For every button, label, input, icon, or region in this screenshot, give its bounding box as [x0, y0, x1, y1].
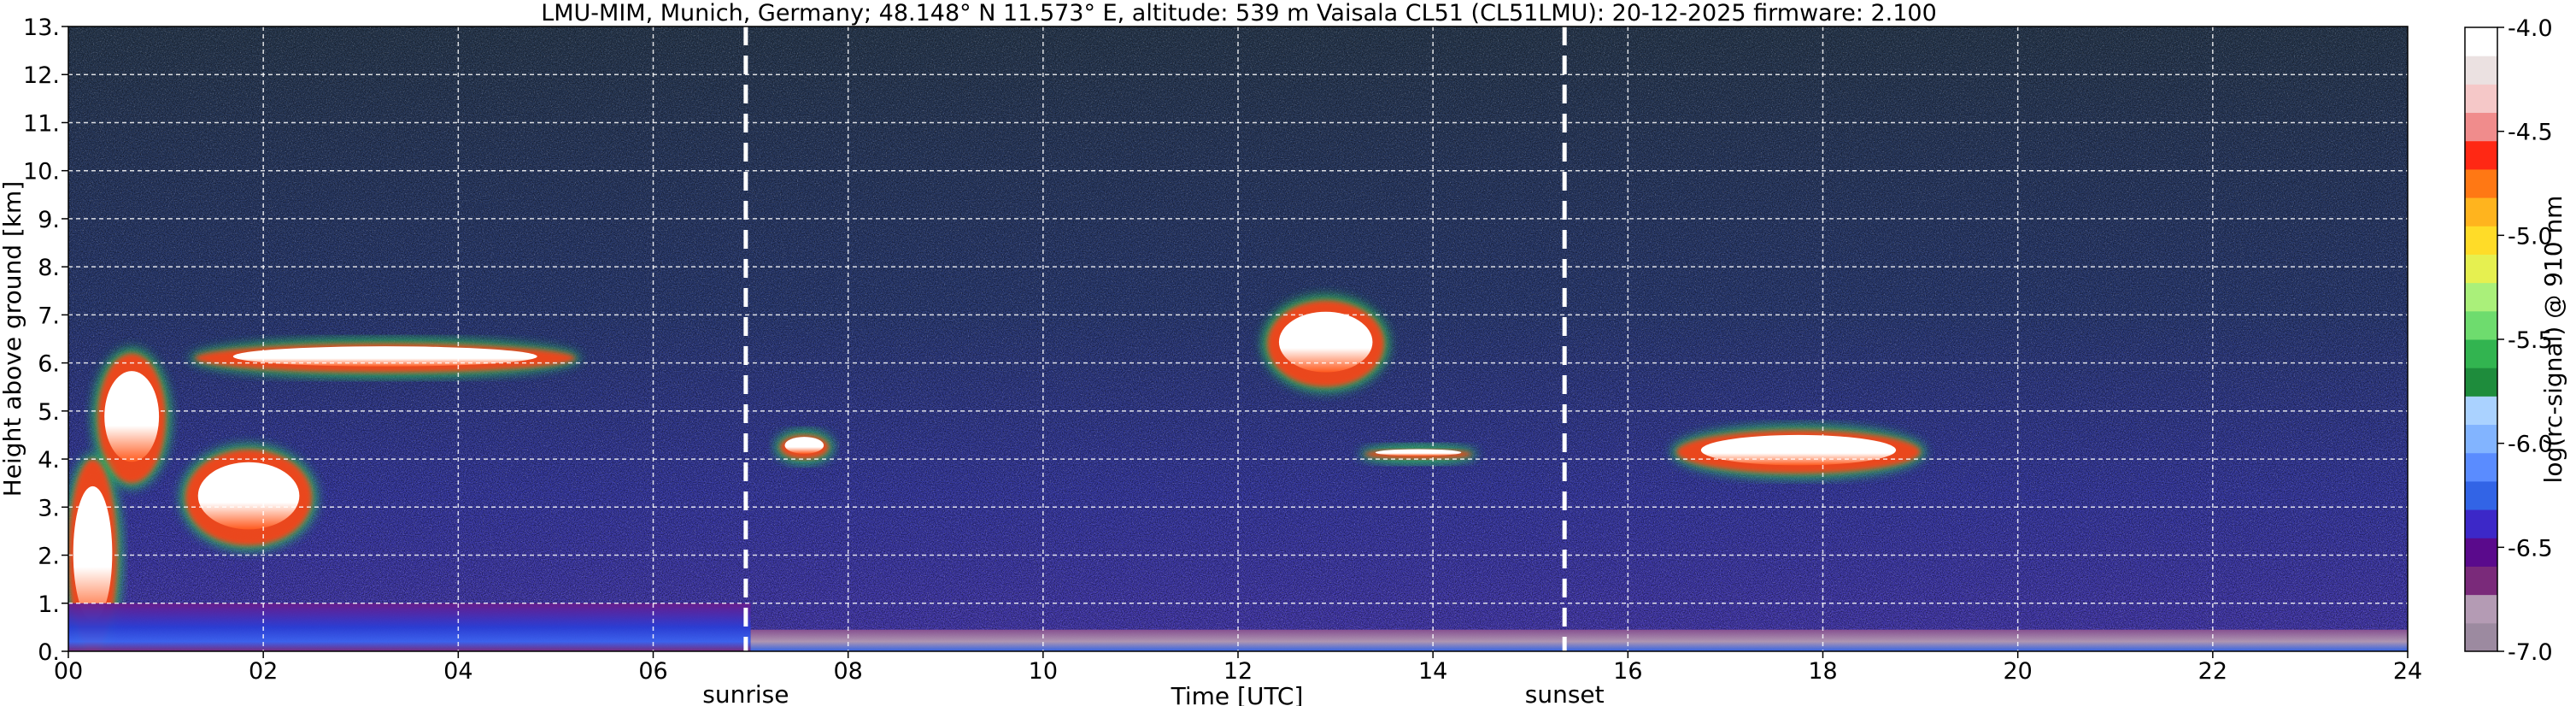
cloud-core-0 — [232, 346, 537, 367]
x-tick-label-4: 08 — [833, 658, 862, 685]
x-tick-label-6: 12 — [1223, 658, 1253, 685]
colorbar-segment-19 — [2465, 84, 2497, 114]
sunset-label: sunset — [1525, 680, 1605, 706]
colorbar-segment-20 — [2465, 56, 2497, 85]
y-tick-label-0: 0. — [38, 639, 60, 666]
colorbar-segment-4 — [2465, 509, 2497, 538]
y-tick-label-6: 6. — [38, 351, 60, 378]
y-tick-label-5: 5. — [38, 399, 60, 426]
x-tick-label-1: 02 — [249, 658, 278, 685]
y-tick-label-1: 1. — [38, 591, 60, 618]
colorbar-tick-label-6: -4.0 — [2508, 15, 2553, 42]
colorbar-tick-label-5: -4.5 — [2508, 120, 2553, 146]
x-tick-label-11: 22 — [2198, 658, 2227, 685]
colorbar-segment-13 — [2465, 254, 2497, 284]
x-tick-label-8: 16 — [1613, 658, 1642, 685]
y-tick-label-10: 10. — [23, 159, 60, 185]
colorbar-tick-label-3: -5.5 — [2508, 327, 2553, 354]
colorbar-tick-label-2: -6.0 — [2508, 432, 2553, 458]
chart-title: LMU-MIM, Munich, Germany; 48.148° N 11.5… — [541, 0, 1937, 26]
y-tick-label-13: 13. — [23, 15, 60, 41]
boundary-layer-9 — [750, 629, 2408, 651]
colorbar-segment-17 — [2465, 140, 2497, 170]
colorbar-segment-12 — [2465, 282, 2497, 312]
y-tick-label-2: 2. — [38, 544, 60, 570]
colorbar-segment-21 — [2465, 27, 2497, 56]
colorbar-segment-0 — [2465, 622, 2497, 652]
colorbar-segment-15 — [2465, 197, 2497, 227]
y-tick-label-11: 11. — [23, 110, 60, 137]
cloud-core-2 — [197, 462, 300, 530]
y-tick-label-3: 3. — [38, 495, 60, 521]
cloud-core-6 — [1375, 449, 1462, 456]
y-tick-label-12: 12. — [23, 62, 60, 89]
cloud-core-4 — [784, 437, 824, 454]
y-tick-label-9: 9. — [38, 207, 60, 233]
colorbar-segment-1 — [2465, 594, 2497, 624]
colorbar-segment-11 — [2465, 310, 2497, 340]
y-tick-label-8: 8. — [38, 255, 60, 281]
x-tick-label-12: 24 — [2393, 658, 2422, 685]
cloud-core-1 — [104, 371, 160, 462]
x-tick-label-2: 04 — [443, 658, 472, 685]
x-tick-label-10: 20 — [2003, 658, 2032, 685]
colorbar-segment-2 — [2465, 566, 2497, 596]
colorbar-segment-18 — [2465, 112, 2497, 142]
colorbar: -7.0 -6.5 -6.0 -5.5 -5.0 -4.5 -4.0 — [2464, 15, 2553, 666]
boundary-layer-8 — [68, 603, 751, 651]
x-tick-label-0: 00 — [54, 658, 83, 685]
cloud-core-7 — [1700, 434, 1897, 466]
plot-area — [68, 26, 2408, 651]
colorbar-segment-7 — [2465, 424, 2497, 454]
colorbar-tick-label-0: -7.0 — [2508, 639, 2553, 666]
colorbar-segment-16 — [2465, 168, 2497, 198]
sunrise-label: sunrise — [702, 680, 789, 706]
colorbar-segment-3 — [2465, 538, 2497, 567]
colorbar-segment-8 — [2465, 396, 2497, 426]
x-tick-label-9: 18 — [1808, 658, 1837, 685]
colorbar-tick-label-1: -6.5 — [2508, 535, 2553, 562]
cloud-core-3 — [73, 485, 113, 621]
x-axis-label: Time [UTC] — [1171, 682, 1304, 706]
x-tick-label-3: 06 — [638, 658, 667, 685]
colorbar-tick-label-4: -5.0 — [2508, 223, 2553, 250]
colorbar-segment-6 — [2465, 452, 2497, 482]
y-tick-label-7: 7. — [38, 303, 60, 329]
y-tick-label-4: 4. — [38, 447, 60, 474]
colorbar-segment-5 — [2465, 480, 2497, 510]
colorbar-segment-14 — [2465, 226, 2497, 255]
colorbar-label: log(rc-signal) @ 910 nm — [2539, 196, 2567, 484]
colorbar-segment-10 — [2465, 339, 2497, 368]
x-tick-label-5: 10 — [1029, 658, 1058, 685]
colorbar-segment-9 — [2465, 368, 2497, 397]
y-axis-label: Height above ground [km] — [0, 181, 26, 497]
cloud-core-5 — [1278, 311, 1373, 373]
x-tick-label-7: 14 — [1418, 658, 1447, 685]
